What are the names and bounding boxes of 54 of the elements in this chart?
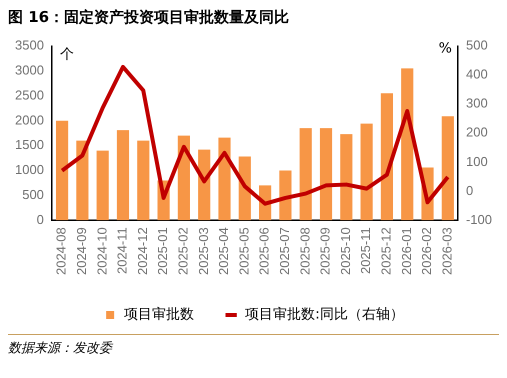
y-tick-label: 1500 xyxy=(15,137,44,152)
bar xyxy=(401,68,414,220)
y2-tick-label: 400 xyxy=(466,66,488,82)
y2-tick-label: -100 xyxy=(466,212,492,227)
bar xyxy=(116,130,130,220)
y2-tick-label: 0 xyxy=(466,182,474,198)
y2-tick-label: 300 xyxy=(466,96,488,111)
x-tick-label: 2025-05 xyxy=(236,227,252,276)
x-tick-label: 2024-10 xyxy=(94,227,110,276)
bar xyxy=(96,150,109,220)
x-tick-label: 2025-02 xyxy=(175,227,190,276)
y2-tick-label: 200 xyxy=(466,124,488,140)
y2-axis-title: % xyxy=(438,40,452,57)
y-tick-label: 2500 xyxy=(15,87,44,102)
bar xyxy=(340,134,352,220)
x-tick-label: 2024-09 xyxy=(74,227,89,276)
y-tick-label: 500 xyxy=(22,186,44,202)
legend-label: 项目审批数:同比（右轴） xyxy=(245,306,404,323)
bar xyxy=(56,120,68,220)
source-note: 数据来源：发改委 xyxy=(8,340,114,357)
bar xyxy=(137,140,150,220)
x-tick-label: 2025-09 xyxy=(318,227,333,276)
legend-label: 项目审批数 xyxy=(124,306,194,323)
x-tick-label: 2025-03 xyxy=(196,227,211,276)
y-tick-label: 3000 xyxy=(15,62,44,78)
bar xyxy=(320,128,332,220)
y-tick-label: 3500 xyxy=(15,38,44,53)
bar xyxy=(300,128,312,220)
bar xyxy=(360,124,373,220)
x-tick-label: 2025-06 xyxy=(256,227,272,276)
x-tick-label: 2024-11 xyxy=(114,227,130,274)
x-tick-label: 2024-08 xyxy=(54,227,69,276)
y2-tick-label: 100 xyxy=(466,154,488,169)
x-tick-label: 2025-11 xyxy=(358,227,374,274)
x-tick-label: 2025-04 xyxy=(216,227,232,276)
bar xyxy=(380,93,394,220)
bar xyxy=(218,138,231,220)
chart-title: 图 16：固定资产投资项目审批数量及同比 xyxy=(8,8,290,28)
x-tick-label: 2025-10 xyxy=(338,227,353,276)
y2-tick-label: 500 xyxy=(466,38,488,53)
bar xyxy=(279,170,292,220)
x-tick-label: 2025-01 xyxy=(155,227,170,276)
x-tick-label: 2025-08 xyxy=(297,227,312,276)
y-tick-label: 2000 xyxy=(15,112,44,128)
x-tick-label: 2026-02 xyxy=(419,227,434,276)
x-tick-label: 2024-12 xyxy=(134,227,150,276)
bar xyxy=(442,116,454,220)
x-tick-label: 2025-07 xyxy=(276,227,292,276)
y-axis-title: 个 xyxy=(60,46,74,63)
y-tick-label: 0 xyxy=(36,212,44,227)
y-tick-label: 1000 xyxy=(15,162,44,178)
x-tick-label: 2026-01 xyxy=(398,227,414,276)
x-tick-label: 2025-12 xyxy=(378,227,394,276)
x-tick-label: 2026-03 xyxy=(439,227,454,276)
